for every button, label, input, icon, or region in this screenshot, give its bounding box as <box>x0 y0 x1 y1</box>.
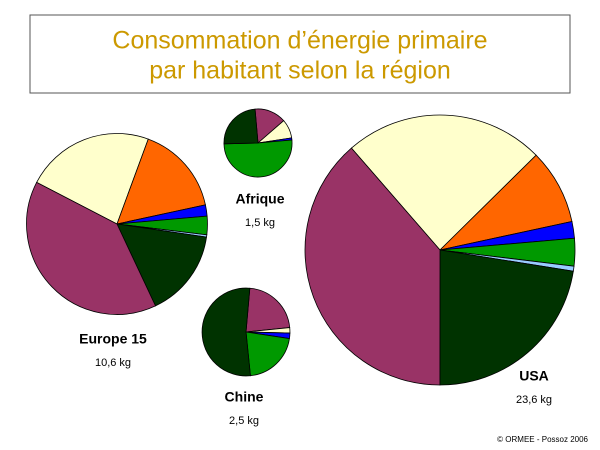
pie-slice <box>26 181 156 315</box>
title-box <box>29 14 571 94</box>
pie-slice <box>116 138 206 225</box>
pie-slice <box>304 147 441 386</box>
total-label: 10,6 kg <box>95 357 131 369</box>
region-label: USA <box>519 368 549 384</box>
pie-slice <box>223 108 259 145</box>
region-label: Europe 15 <box>79 331 147 347</box>
pie-slice <box>245 287 291 333</box>
pie-slice <box>439 249 574 386</box>
chart-title: Consommation d’énergie primaire <box>112 27 487 55</box>
copyright: © ORMEE - Possoz 2006 <box>497 435 588 444</box>
region-label: Chine <box>225 389 264 405</box>
pie-slice <box>36 133 149 225</box>
pie-slice <box>116 223 207 307</box>
pie-slice <box>223 139 293 178</box>
pie-slice <box>350 114 537 251</box>
region-label: Afrique <box>236 191 285 207</box>
total-label: 2,5 kg <box>229 415 259 427</box>
pie-slice <box>245 331 290 377</box>
total-label: 23,6 kg <box>516 394 552 406</box>
chart-title: par habitant selon la région <box>149 57 451 85</box>
total-label: 1,5 kg <box>245 217 275 229</box>
pie-slice <box>201 287 251 377</box>
